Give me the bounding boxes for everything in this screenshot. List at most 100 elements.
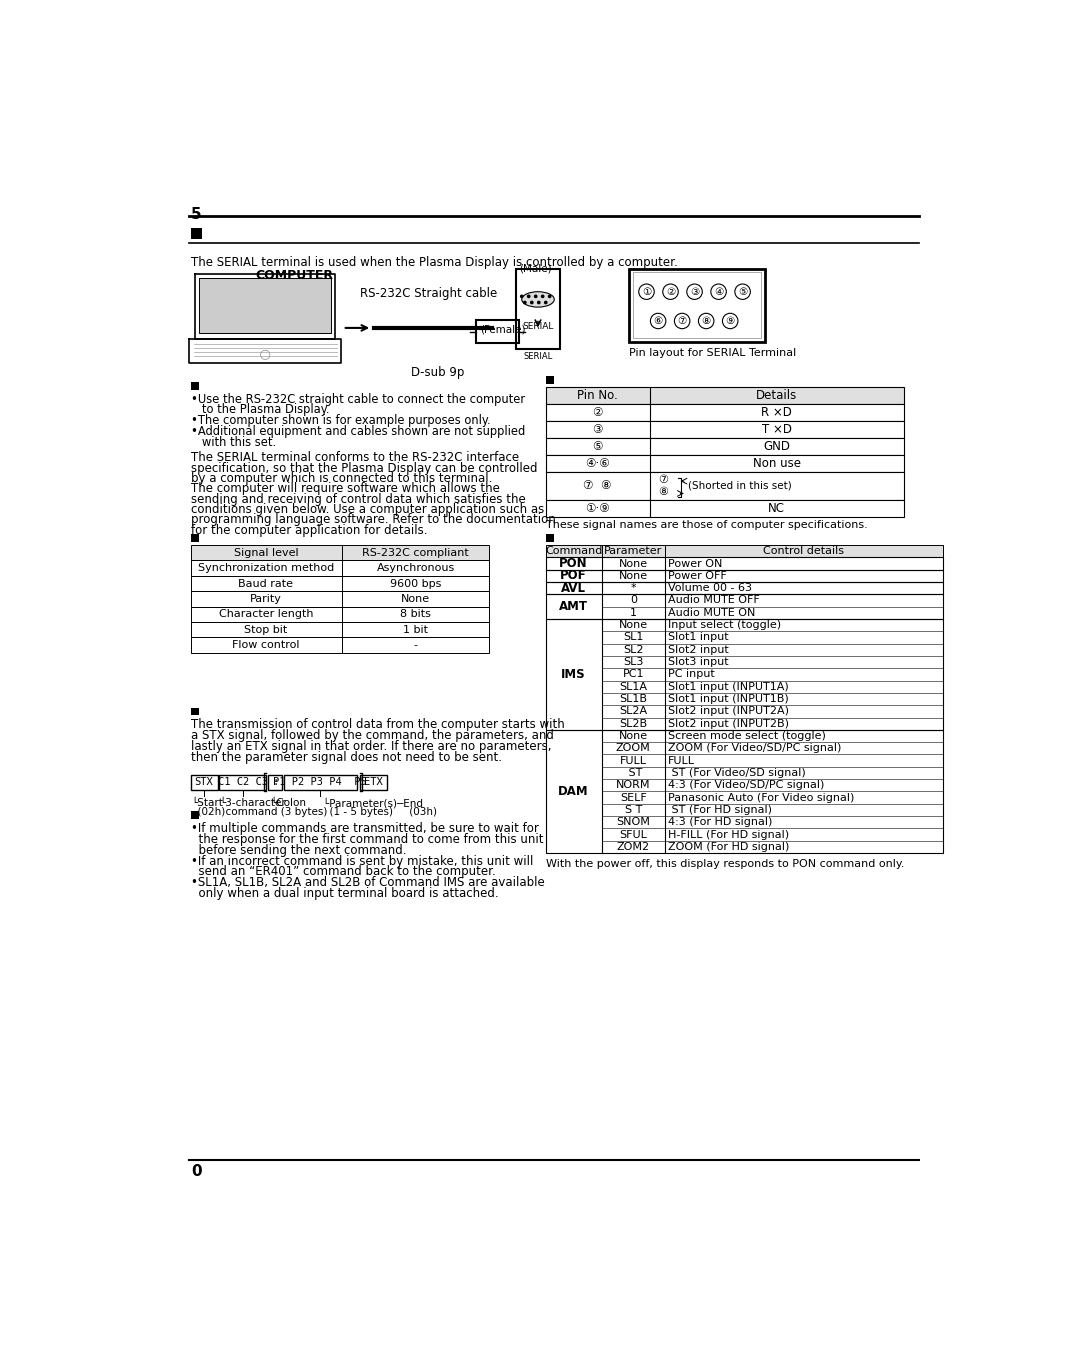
Text: ⑧: ⑧ bbox=[702, 317, 711, 326]
Text: specification, so that the Plasma Display can be controlled: specification, so that the Plasma Displa… bbox=[191, 461, 538, 475]
Text: with this set.: with this set. bbox=[191, 436, 275, 449]
Circle shape bbox=[524, 302, 526, 303]
Text: SELF: SELF bbox=[620, 793, 647, 802]
Text: Input select (toggle): Input select (toggle) bbox=[669, 620, 781, 630]
Text: 4:3 (For HD signal): 4:3 (For HD signal) bbox=[669, 817, 772, 827]
Text: by a computer which is connected to this terminal.: by a computer which is connected to this… bbox=[191, 472, 492, 484]
Bar bbox=[191, 560, 489, 576]
Text: With the power off, this display responds to PON command only.: With the power off, this display respond… bbox=[545, 859, 904, 869]
Text: •SL1A, SL1B, SL2A and SL2B of Command IMS are available: •SL1A, SL1B, SL2A and SL2B of Command IM… bbox=[191, 877, 544, 889]
Text: Power OFF: Power OFF bbox=[669, 571, 727, 580]
Bar bbox=[191, 591, 489, 606]
Text: None: None bbox=[619, 620, 648, 630]
Text: 5: 5 bbox=[191, 207, 202, 222]
Bar bbox=[515, 269, 561, 349]
Text: Parameter: Parameter bbox=[604, 547, 662, 556]
Text: •The computer shown is for example purposes only.: •The computer shown is for example purpo… bbox=[191, 414, 490, 428]
Text: P1 P2 P3 P4  P5: P1 P2 P3 P4 P5 bbox=[273, 777, 367, 787]
Text: ③: ③ bbox=[690, 287, 699, 296]
Text: ZOOM: ZOOM bbox=[616, 743, 650, 754]
Text: S T: S T bbox=[624, 805, 642, 815]
Bar bbox=[630, 269, 765, 342]
Text: Control details: Control details bbox=[764, 547, 845, 556]
Text: R ×D: R ×D bbox=[761, 406, 792, 419]
Text: Slot1 input: Slot1 input bbox=[669, 632, 729, 643]
Text: ZOOM (For HD signal): ZOOM (For HD signal) bbox=[669, 842, 789, 852]
Text: Slot1 input (INPUT1A): Slot1 input (INPUT1A) bbox=[669, 682, 789, 691]
Text: Screen mode select (toggle): Screen mode select (toggle) bbox=[669, 731, 826, 741]
Text: ③: ③ bbox=[593, 423, 603, 436]
Text: └3-character: └3-character bbox=[219, 798, 286, 808]
Bar bbox=[545, 545, 943, 557]
Circle shape bbox=[544, 302, 546, 303]
Text: conditions given below. Use a computer application such as: conditions given below. Use a computer a… bbox=[191, 503, 544, 515]
Text: SFUL: SFUL bbox=[620, 829, 647, 840]
Ellipse shape bbox=[522, 292, 554, 307]
Text: ETX: ETX bbox=[364, 777, 382, 787]
Bar bbox=[633, 272, 761, 338]
Text: SERIAL: SERIAL bbox=[524, 352, 553, 361]
Circle shape bbox=[521, 295, 523, 298]
Bar bbox=[545, 438, 904, 455]
Text: H-FILL (For HD signal): H-FILL (For HD signal) bbox=[669, 829, 789, 840]
Text: Parity: Parity bbox=[251, 594, 282, 603]
Circle shape bbox=[527, 295, 530, 298]
Text: Character length: Character length bbox=[219, 609, 313, 620]
Text: ⑤: ⑤ bbox=[593, 440, 603, 453]
Text: POF: POF bbox=[561, 570, 586, 582]
Text: SL1A: SL1A bbox=[619, 682, 647, 691]
Text: ②: ② bbox=[666, 287, 675, 296]
Text: 1 bit: 1 bit bbox=[403, 625, 428, 635]
Bar bbox=[191, 812, 199, 819]
Text: to the Plasma Display.: to the Plasma Display. bbox=[191, 403, 329, 417]
Text: ⑤: ⑤ bbox=[738, 287, 747, 296]
Text: FULL: FULL bbox=[620, 755, 647, 766]
Text: 8 bits: 8 bits bbox=[400, 609, 431, 620]
Text: NORM: NORM bbox=[616, 781, 650, 790]
Text: ④: ④ bbox=[714, 287, 724, 296]
Bar bbox=[545, 557, 943, 570]
Text: Command: Command bbox=[545, 547, 603, 556]
Text: The SERIAL terminal is used when the Plasma Display is controlled by a computer.: The SERIAL terminal is used when the Pla… bbox=[191, 256, 677, 269]
Text: lastly an ETX signal in that order. If there are no parameters,: lastly an ETX signal in that order. If t… bbox=[191, 740, 551, 752]
Text: ⑦  ⑧: ⑦ ⑧ bbox=[583, 479, 612, 492]
Text: send an “ER401” command back to the computer.: send an “ER401” command back to the comp… bbox=[191, 866, 496, 878]
Bar bbox=[545, 570, 943, 582]
Bar bbox=[545, 594, 943, 618]
Text: Signal level: Signal level bbox=[233, 548, 298, 557]
Text: SERIAL: SERIAL bbox=[523, 322, 554, 331]
Text: SL1B: SL1B bbox=[619, 694, 647, 704]
Text: GND: GND bbox=[764, 440, 791, 453]
Text: None: None bbox=[619, 731, 648, 741]
Bar bbox=[191, 637, 489, 653]
Text: SL2A: SL2A bbox=[619, 706, 647, 716]
Text: Baud rate: Baud rate bbox=[239, 579, 294, 589]
Text: SL2B: SL2B bbox=[619, 718, 647, 729]
Text: STX: STX bbox=[194, 777, 214, 787]
Text: •If an incorrect command is sent by mistake, this unit will: •If an incorrect command is sent by mist… bbox=[191, 855, 534, 867]
Bar bbox=[545, 472, 904, 499]
Text: COMPUTER: COMPUTER bbox=[255, 269, 333, 281]
Text: Audio MUTE ON: Audio MUTE ON bbox=[669, 607, 756, 618]
Text: a STX signal, followed by the command, the parameters, and: a STX signal, followed by the command, t… bbox=[191, 729, 554, 741]
Text: ST: ST bbox=[624, 769, 642, 778]
Text: ②: ② bbox=[593, 406, 603, 419]
Text: Asynchronous: Asynchronous bbox=[377, 563, 455, 574]
Text: •If multiple commands are transmitted, be sure to wait for: •If multiple commands are transmitted, b… bbox=[191, 823, 539, 835]
Text: SNOM: SNOM bbox=[617, 817, 650, 827]
Text: (Male): (Male) bbox=[519, 264, 552, 275]
Text: sending and receiving of control data which satisfies the: sending and receiving of control data wh… bbox=[191, 492, 526, 506]
Text: AMT: AMT bbox=[559, 601, 589, 613]
Text: •Use the RS-232C straight cable to connect the computer: •Use the RS-232C straight cable to conne… bbox=[191, 392, 525, 406]
Bar bbox=[200, 277, 332, 333]
Text: command (3 bytes): command (3 bytes) bbox=[219, 806, 328, 817]
Bar bbox=[268, 774, 282, 790]
Text: None: None bbox=[619, 571, 648, 580]
Text: (Shorted in this set): (Shorted in this set) bbox=[688, 480, 792, 491]
Text: RS-232C Straight cable: RS-232C Straight cable bbox=[360, 287, 497, 300]
Bar bbox=[284, 774, 357, 790]
Text: NC: NC bbox=[768, 502, 785, 514]
Bar bbox=[191, 774, 218, 790]
Text: 9600 bps: 9600 bps bbox=[390, 579, 442, 589]
Bar bbox=[545, 534, 554, 543]
